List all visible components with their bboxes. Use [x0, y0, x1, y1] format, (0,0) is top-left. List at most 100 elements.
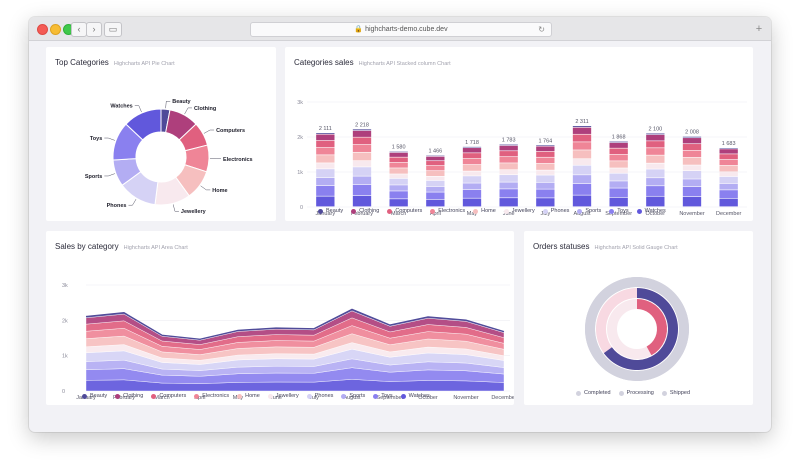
x-tick-label: July — [540, 211, 550, 217]
bar-phones-april — [426, 180, 445, 187]
legend-item-shipped[interactable]: Shipped — [661, 390, 691, 396]
bar-beauty-may — [462, 146, 482, 148]
bar-watches-november — [682, 196, 702, 207]
bar-computers-march — [389, 157, 408, 163]
x-tick-label: June — [503, 211, 515, 217]
bar-phones-august — [572, 165, 592, 175]
y-tick-label: 1k — [297, 170, 303, 176]
card-title: Sales by category Highcharts API Area Cha… — [55, 242, 188, 251]
legend-marker — [306, 393, 312, 399]
legend-item-home[interactable]: Home — [237, 393, 260, 399]
total-label: 1 466 — [428, 149, 442, 155]
legend-item-clothing[interactable]: Clothing — [115, 393, 143, 399]
legend-marker — [373, 393, 379, 399]
bar-home-july — [536, 163, 555, 170]
new-tab-icon[interactable]: + — [755, 23, 763, 35]
legend-label: Shipped — [669, 390, 691, 396]
legend-item-processing[interactable]: Processing — [618, 390, 654, 396]
close-window-button[interactable] — [37, 24, 48, 35]
pie-label-beauty: Beauty — [172, 99, 191, 105]
legend-item-beauty[interactable]: Beauty — [82, 393, 107, 399]
solid-gauge-chart — [584, 277, 689, 381]
bar-jewellery-september — [609, 168, 628, 173]
pie-label-jewellery: Jewellery — [181, 209, 207, 215]
legend-item-watches[interactable]: Watches — [400, 393, 430, 399]
bar-electronics-june — [499, 157, 518, 163]
bar-computers-july — [536, 151, 555, 157]
bar-home-november — [682, 157, 702, 165]
legend-label: Phones — [550, 208, 570, 214]
bar-clothing-july — [536, 146, 555, 152]
area-top-line — [85, 308, 505, 340]
legend-marker — [351, 208, 357, 214]
bar-jewellery-january — [316, 163, 335, 169]
forward-icon[interactable]: › — [86, 22, 102, 37]
legend-item-electronics[interactable]: Electronics — [194, 393, 229, 399]
card-subtitle: Highcharts API Area Chart — [123, 245, 188, 251]
pie-label-toys: Toys — [90, 136, 102, 142]
bar-computers-january — [316, 140, 335, 148]
x-tick-label: January — [316, 211, 336, 217]
bar-jewellery-march — [389, 174, 408, 179]
bar-toys-september — [609, 188, 628, 198]
bar-home-february — [352, 152, 372, 161]
minimize-window-button[interactable] — [50, 24, 61, 35]
legend-item-home[interactable]: Home — [473, 208, 496, 214]
legend-label: Jewellery — [275, 393, 299, 399]
legend-item-jewellery[interactable]: Jewellery — [267, 393, 299, 399]
legend-item-clothing[interactable]: Clothing — [351, 208, 379, 214]
pie-label-clothing: Clothing — [194, 106, 216, 112]
bar-toys-june — [499, 189, 518, 198]
bar-clothing-february — [352, 130, 372, 137]
legend-item-computers[interactable]: Computers — [387, 208, 422, 214]
bar-toys-august — [572, 183, 592, 195]
bar-jewellery-april — [426, 176, 445, 181]
y-tick-label: 3k — [62, 283, 68, 289]
legend-item-sports[interactable]: Sports — [341, 393, 365, 399]
bar-sports-march — [389, 185, 408, 191]
legend-marker — [82, 393, 87, 399]
pie-label-sports: Sports — [85, 174, 102, 180]
bar-watches-september — [609, 197, 628, 207]
bar-watches-march — [389, 199, 408, 207]
bar-sports-september — [609, 181, 628, 188]
bar-clothing-august — [572, 127, 592, 134]
legend-item-toys[interactable]: Toys — [373, 393, 393, 399]
legend-item-completed[interactable]: Completed — [576, 390, 611, 396]
reload-icon[interactable]: ↻ — [538, 25, 545, 34]
legend-item-electronics[interactable]: Electronics — [430, 208, 465, 214]
lock-icon: 🔒 — [354, 26, 364, 33]
legend-item-phones[interactable]: Phones — [306, 393, 333, 399]
browser-titlebar: ‹ › ▭ 🔒 highcharts-demo.cube.dev ↻ + — [29, 17, 771, 41]
legend-label: Watches — [644, 208, 666, 214]
legend-item-beauty[interactable]: Beauty — [318, 208, 343, 214]
sales-by-category-card: Sales by category Highcharts API Area Cha… — [46, 231, 514, 405]
legend-item-sports[interactable]: Sports — [577, 208, 601, 214]
bar-electronics-july — [536, 157, 555, 164]
x-tick-label: June — [270, 395, 282, 401]
browser-window: ‹ › ▭ 🔒 highcharts-demo.cube.dev ↻ + Top… — [29, 17, 771, 432]
legend-item-watches[interactable]: Watches — [636, 208, 666, 214]
area-legend: Beauty Clothing Computers Electronics Home Je… — [82, 393, 438, 399]
legend-label: Clothing — [123, 393, 144, 399]
total-label: 2 111 — [319, 126, 332, 132]
legend-label: Computers — [395, 208, 423, 214]
legend-item-phones[interactable]: Phones — [542, 208, 570, 214]
bar-phones-march — [389, 178, 408, 185]
x-tick-label: October — [418, 395, 438, 401]
card-title-text: Categories sales — [294, 58, 354, 67]
bar-jewellery-may — [462, 171, 482, 176]
sidebar-icon[interactable]: ▭ — [104, 22, 122, 37]
bar-toys-march — [389, 191, 408, 199]
legend-item-toys[interactable]: Toys — [609, 208, 629, 214]
legend-marker — [115, 393, 121, 399]
legend-item-computers[interactable]: Computers — [151, 393, 186, 399]
legend-label: Beauty — [90, 393, 108, 399]
legend-label: Electronics — [438, 208, 466, 214]
legend-item-jewellery[interactable]: Jewellery — [503, 208, 535, 214]
address-bar[interactable]: 🔒 highcharts-demo.cube.dev ↻ — [250, 22, 552, 37]
bar-toys-october — [646, 186, 665, 196]
legend-label: Sports — [585, 208, 602, 214]
back-icon[interactable]: ‹ — [71, 22, 87, 37]
x-tick-label: March — [154, 395, 169, 401]
